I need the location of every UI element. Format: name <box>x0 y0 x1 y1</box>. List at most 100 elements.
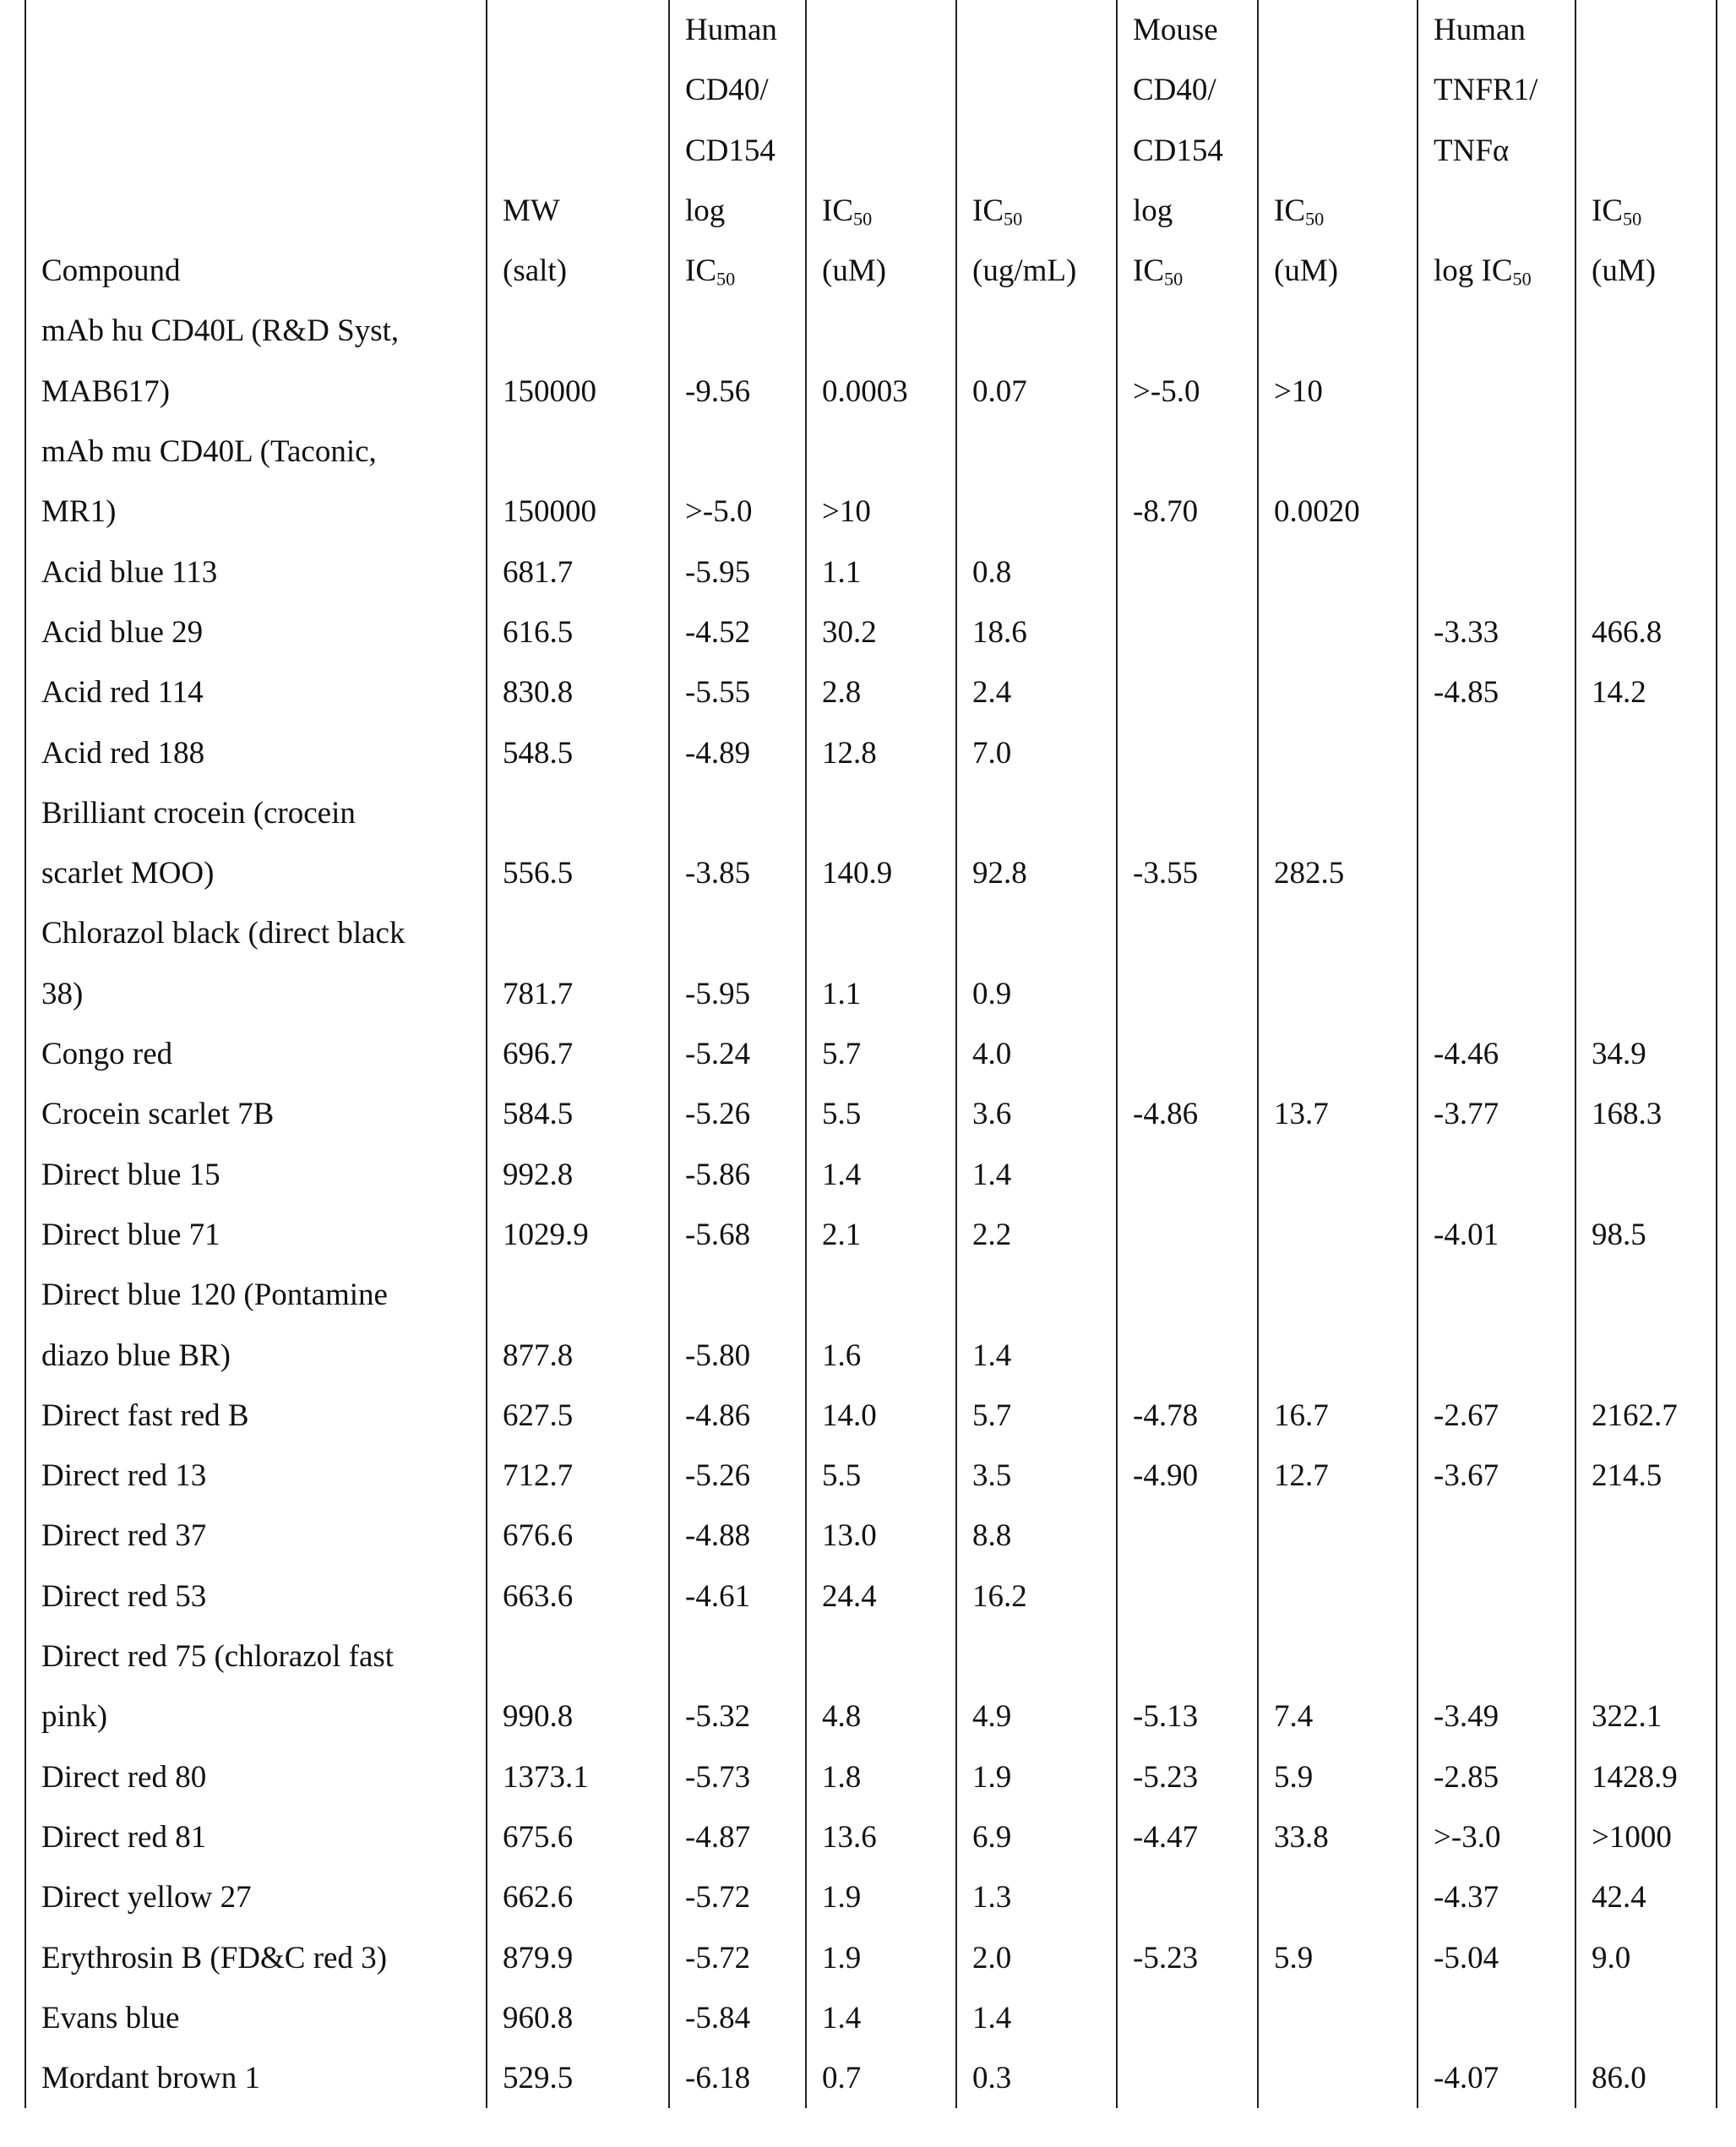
value-text: -5.23 <box>1133 1747 1250 1807</box>
value-text: 5.7 <box>822 1024 949 1084</box>
value-cell: 5.9 <box>1258 1928 1418 1988</box>
value-cell: -5.32 <box>669 1627 806 1747</box>
value-cell: -5.86 <box>669 1145 806 1205</box>
value-text: -5.04 <box>1434 1928 1568 1988</box>
data-row: Direct red 81675.6-4.8713.66.9-4.4733.8>… <box>25 1807 1717 1867</box>
value-cell: -6.18 <box>669 2048 806 2108</box>
value-text <box>1274 1867 1410 1927</box>
value-text: 2.8 <box>822 662 949 722</box>
value-cell: 0.0020 <box>1258 422 1418 542</box>
compound-line: mAb mu CD40L (Taconic, <box>41 422 479 482</box>
value-cell: 3.5 <box>956 1446 1117 1506</box>
compound-line: Direct red 80 <box>41 1747 479 1807</box>
header-subscript: 50 <box>853 208 872 229</box>
value-cell: 12.7 <box>1258 1446 1418 1506</box>
value-text: 1.9 <box>972 1747 1109 1807</box>
value-text: 33.8 <box>1274 1807 1410 1867</box>
value-cell: 14.0 <box>806 1386 956 1446</box>
compound-cell: Acid red 114 <box>25 662 487 722</box>
value-text: >10 <box>822 482 949 542</box>
value-text <box>1133 1024 1250 1084</box>
value-cell: 712.7 <box>487 1446 669 1506</box>
value-text <box>1434 1145 1568 1205</box>
value-text <box>1274 1988 1410 2048</box>
value-cell: 140.9 <box>806 783 956 904</box>
data-row: Direct red 53663.6-4.6124.416.2 <box>25 1567 1717 1627</box>
value-cell: 1.9 <box>806 1867 956 1927</box>
data-row: Chlorazol black (direct black38)781.7-5.… <box>25 903 1717 1024</box>
compound-line: Acid blue 113 <box>41 542 479 602</box>
value-cell <box>1575 542 1717 602</box>
value-cell <box>1117 1567 1258 1627</box>
value-cell: -3.33 <box>1418 602 1575 662</box>
header-text: log IC <box>1434 253 1513 288</box>
value-cell <box>1258 903 1418 1024</box>
value-cell: -5.72 <box>669 1928 806 1988</box>
header-text: IC <box>972 193 1004 228</box>
value-cell: 2.0 <box>956 1928 1117 1988</box>
value-text <box>1133 1145 1250 1205</box>
header-line: (uM) <box>1274 241 1410 301</box>
value-text: -4.47 <box>1133 1807 1250 1867</box>
value-cell: 1.1 <box>806 542 956 602</box>
value-text: >10 <box>1274 362 1410 422</box>
value-text: 14.0 <box>822 1386 949 1446</box>
header-subscript: 50 <box>1623 208 1641 229</box>
value-cell <box>1418 542 1575 602</box>
value-cell <box>1258 1867 1418 1927</box>
value-text: -2.85 <box>1434 1747 1568 1807</box>
value-cell: 0.3 <box>956 2048 1117 2108</box>
value-text: -5.68 <box>685 1205 798 1265</box>
value-text: 712.7 <box>503 1446 661 1506</box>
value-text: -9.56 <box>685 362 798 422</box>
value-text: 9.0 <box>1592 1928 1709 1988</box>
header-line: log <box>1133 181 1250 241</box>
value-cell <box>1575 783 1717 904</box>
compound-line: Direct red 37 <box>41 1506 479 1566</box>
header-subscript: 50 <box>1164 269 1183 290</box>
header-line <box>1434 181 1568 241</box>
header-line: (uM) <box>1592 241 1709 301</box>
value-text <box>1133 723 1250 783</box>
value-text: -5.24 <box>685 1024 798 1084</box>
value-text: -4.88 <box>685 1506 798 1566</box>
value-cell: 2.4 <box>956 662 1117 722</box>
compound-line: Acid blue 29 <box>41 602 479 662</box>
value-cell: -5.72 <box>669 1867 806 1927</box>
value-text: 150000 <box>503 362 661 422</box>
value-cell <box>1418 903 1575 1024</box>
value-cell: 663.6 <box>487 1567 669 1627</box>
value-cell <box>1418 301 1575 422</box>
header-text: IC <box>1133 253 1164 288</box>
value-cell: -4.07 <box>1418 2048 1575 2108</box>
value-cell: 1.4 <box>956 1265 1117 1386</box>
value-cell <box>1117 1145 1258 1205</box>
value-text <box>1274 1145 1410 1205</box>
header-cell: HumanCD40/CD154logIC50 <box>669 0 806 301</box>
compound-line: Direct blue 15 <box>41 1145 479 1205</box>
header-subscript: 50 <box>1513 269 1532 290</box>
value-text: -5.86 <box>685 1145 798 1205</box>
compound-cell: Chlorazol black (direct black38) <box>25 903 487 1024</box>
value-cell <box>1117 723 1258 783</box>
header-cell: MouseCD40/CD154logIC50 <box>1117 0 1258 301</box>
value-text: 627.5 <box>503 1386 661 1446</box>
value-cell: 4.9 <box>956 1627 1117 1747</box>
value-text: >-5.0 <box>685 482 798 542</box>
value-cell: 16.2 <box>956 1567 1117 1627</box>
value-cell: 86.0 <box>1575 2048 1717 2108</box>
value-cell: 92.8 <box>956 783 1117 904</box>
value-text: >-5.0 <box>1133 362 1250 422</box>
value-text: 2.0 <box>972 1928 1109 1988</box>
value-cell <box>1575 723 1717 783</box>
value-cell: 1428.9 <box>1575 1747 1717 1807</box>
value-text: 616.5 <box>503 602 661 662</box>
value-cell: -5.95 <box>669 542 806 602</box>
value-text <box>1592 1326 1709 1386</box>
data-row: mAb mu CD40L (Taconic,MR1)150000>-5.0>10… <box>25 422 1717 542</box>
value-text <box>1133 2048 1250 2108</box>
value-cell: -5.23 <box>1117 1747 1258 1807</box>
value-cell <box>1117 1265 1258 1386</box>
value-text: 3.6 <box>972 1084 1109 1144</box>
value-cell: 98.5 <box>1575 1205 1717 1265</box>
